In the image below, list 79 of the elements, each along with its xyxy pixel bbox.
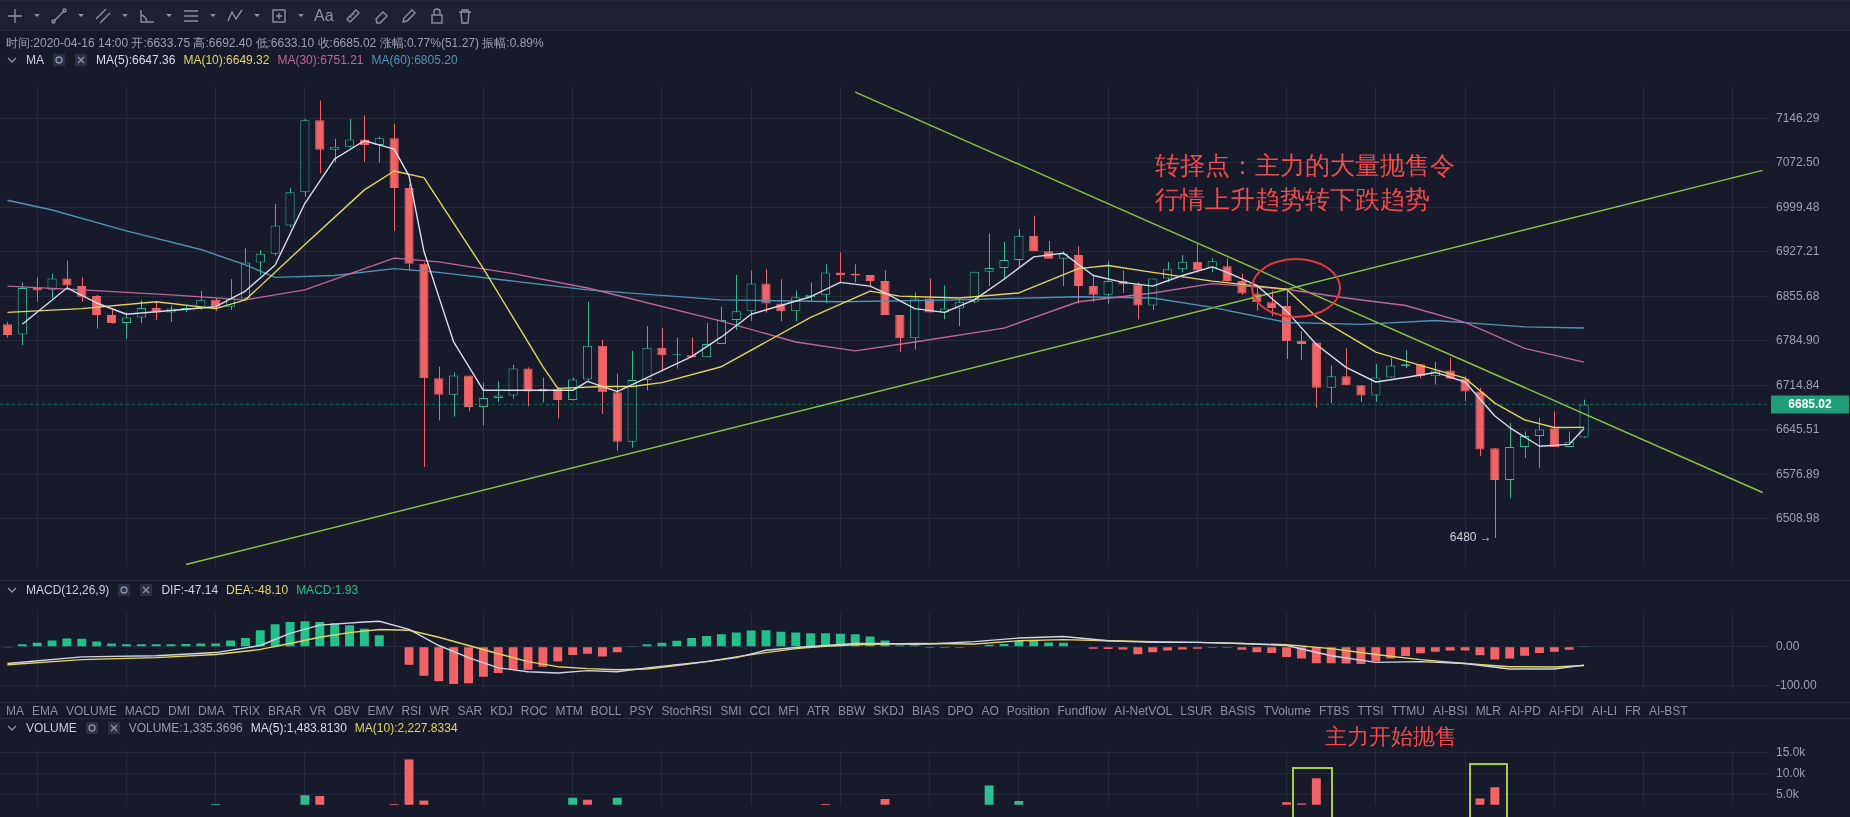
text: AO [981,704,999,718]
text: TVolume [1263,704,1311,718]
text: MA [6,704,24,718]
text: MA(5):1,483.8130 [250,721,347,735]
y-tick-label: 6645.51 [1776,422,1820,437]
text: Position [1006,704,1050,718]
y-tick-label: 6576.89 [1776,466,1820,481]
text: BIAS [912,704,940,718]
text: AI-PD [1508,704,1541,718]
text: SKDJ [873,704,905,718]
y-tick-label: 6999.48 [1776,199,1820,214]
text: VOLUME [66,704,117,718]
text: FTBS [1318,704,1350,718]
chart-title: MA [26,53,44,67]
text: MA(60):6805.20 [371,53,458,67]
text: AI-BST [1649,704,1688,718]
chart-title: MACD(12,26,9) [26,583,110,597]
y-tick-label: 7146.29 [1776,110,1820,125]
text: EMA [32,704,59,718]
text: DIF:-47.14 [161,583,219,597]
text: AI-BSI [1432,704,1468,718]
ref-line-label: 6685.02 [1788,396,1833,411]
text: VR [309,704,327,718]
text: MA(10):2,227.8334 [354,721,458,735]
text: MTM [555,704,583,718]
y-tick-label: 6927.21 [1776,244,1820,259]
text: Fundflow [1057,704,1107,718]
text: StochRSI [661,704,713,718]
y-tick-label: 0.00 [1776,639,1800,653]
text: AI-NetVOL [1114,704,1173,718]
text: BBW [838,704,866,718]
y-tick-label: 6784.90 [1776,333,1820,348]
text: FR [1625,704,1641,718]
text: ROC [520,704,548,718]
text: PSY [629,704,654,718]
text: SAR [457,704,483,718]
text: VOLUME:1,335.3696 [128,721,243,735]
text: Aa [314,7,334,25]
text: 时间:2020-04-16 14:00 开:6633.75 高:6692.40 低:6633.10 收:6685.02 涨幅:0.77%(51.27) 振幅:0.89% [6,35,544,52]
text: MA(10):6649.32 [183,53,270,67]
y-tick-label: 6855.68 [1776,288,1820,303]
text: RSI [401,704,422,718]
text: MA(30):6751.21 [277,53,364,67]
text: TRIX [232,704,261,718]
y-tick-label: 6508.98 [1776,511,1820,526]
text: MA(5):6647.36 [96,53,176,67]
y-tick-label: 7072.50 [1776,155,1820,170]
text: KDJ [490,704,513,718]
text: DPO [947,704,974,718]
text: BASIS [1220,704,1256,718]
text: DMA [198,704,225,718]
y-tick-label: 5.0k [1776,786,1800,801]
y-tick-label: 15.0k [1776,744,1807,759]
text: OBV [334,704,360,718]
text: TTMU [1391,704,1425,718]
text: DEA:-48.10 [226,583,289,597]
text: MACD:1.93 [296,583,359,597]
annotation: 转择点：主力的大量抛售令行情上升趋势转下跌趋势 [1155,150,1456,215]
annotation: 6480 → [1449,530,1492,545]
y-tick-label: 6714.84 [1776,377,1820,392]
y-tick-label: -100.00 [1776,678,1818,693]
text: DMI [168,704,191,718]
text: MFI [778,704,799,718]
text: WR [429,704,450,718]
text: MACD [124,704,161,718]
text: CCI [749,704,771,718]
text: 主力开始抛售 [1325,723,1458,751]
text: AI-FDI [1548,704,1584,718]
y-tick-label: 10.0k [1776,765,1807,780]
text: AI-LI [1591,704,1617,718]
text: BOLL [590,704,622,718]
text: LSUR [1180,704,1213,718]
text: BRAR [268,704,302,718]
text: MLR [1475,704,1501,718]
text: EMV [367,704,394,718]
chart-title: VOLUME [26,721,77,735]
text: ATR [806,704,831,718]
text: TTSI [1357,704,1384,718]
text: SMI [720,704,742,718]
